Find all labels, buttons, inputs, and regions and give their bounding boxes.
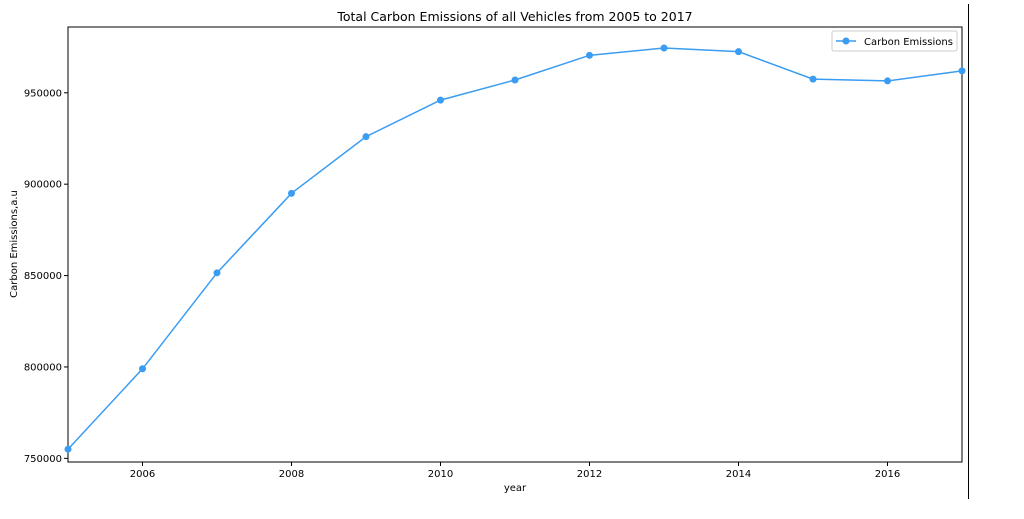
x-axis-label: year xyxy=(504,483,527,494)
legend-box xyxy=(831,30,958,52)
data-point xyxy=(511,76,519,84)
data-point xyxy=(64,445,72,453)
x-axis-ticks: 2006 2008 2010 2012 2014 2016 xyxy=(130,462,900,480)
data-point xyxy=(288,189,295,197)
series-layer xyxy=(64,44,966,453)
chart-title: Total Carbon Emissions of all Vehicles f… xyxy=(336,9,692,24)
data-point xyxy=(213,269,221,277)
x-tick-label: 2008 xyxy=(279,469,304,480)
x-tick-label: 2016 xyxy=(875,469,900,480)
x-tick-label: 2014 xyxy=(726,469,751,480)
data-point xyxy=(884,77,891,85)
data-point xyxy=(660,44,668,52)
series-line xyxy=(67,47,963,450)
y-tick-label: 750000 xyxy=(24,454,62,465)
legend-marker-sample xyxy=(842,37,850,45)
y-tick-label: 800000 xyxy=(24,362,62,373)
legend-entry-label: Carbon Emissions xyxy=(864,37,953,48)
data-point xyxy=(586,51,593,59)
y-tick-label: 900000 xyxy=(24,180,62,191)
y-axis-label: Carbon Emissions,a.u xyxy=(9,190,20,298)
y-tick-label: 950000 xyxy=(24,88,62,99)
data-point xyxy=(139,365,146,373)
x-tick-label: 2006 xyxy=(130,469,155,480)
data-point xyxy=(735,48,742,56)
plot-frame xyxy=(67,26,963,463)
x-tick-label: 2010 xyxy=(428,469,453,480)
data-point xyxy=(437,96,444,104)
y-axis-ticks: 750000 800000 850000 900000 950000 xyxy=(24,88,68,465)
y-tick-label: 850000 xyxy=(24,271,62,282)
data-point xyxy=(958,67,966,75)
x-tick-label: 2012 xyxy=(577,469,602,480)
plot-area-border xyxy=(67,26,963,463)
legend: Carbon Emissions xyxy=(831,30,958,52)
data-point xyxy=(362,133,370,141)
data-point xyxy=(809,75,817,83)
